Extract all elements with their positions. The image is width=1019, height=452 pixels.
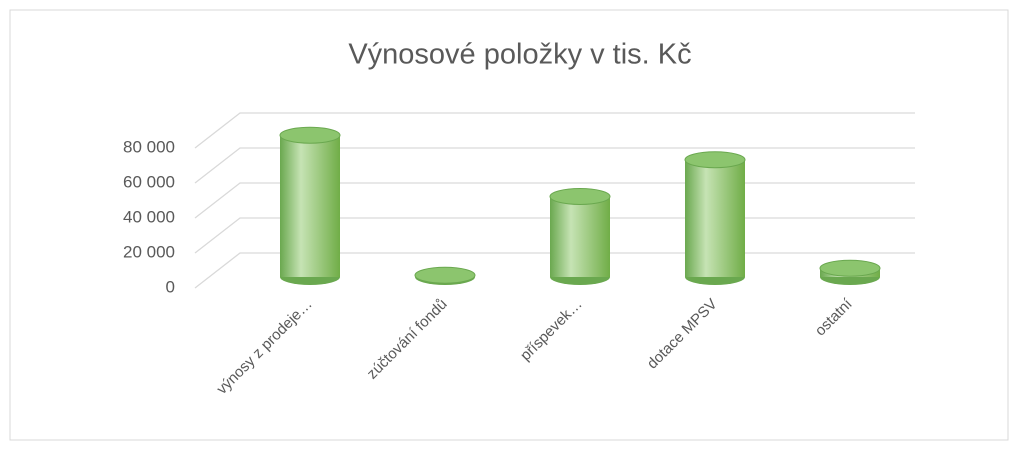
grid-line	[194, 112, 915, 149]
bar	[280, 135, 340, 277]
chart-border	[9, 9, 1009, 441]
bar-top	[279, 126, 341, 144]
y-tick-label: 40 000	[123, 207, 175, 226]
bar	[685, 159, 745, 277]
bar-top	[819, 259, 881, 277]
y-tick-label: 60 000	[123, 172, 175, 191]
bar-top	[414, 266, 476, 284]
y-tick-label: 0	[166, 277, 175, 296]
bar	[550, 196, 610, 277]
grid-line	[194, 147, 915, 184]
bar-top	[684, 151, 746, 169]
y-tick-label: 20 000	[123, 242, 175, 261]
y-tick-label: 80 000	[123, 137, 175, 156]
chart-title: Výnosové položky v tis. Kč	[348, 39, 691, 71]
bar-top	[549, 188, 611, 205]
